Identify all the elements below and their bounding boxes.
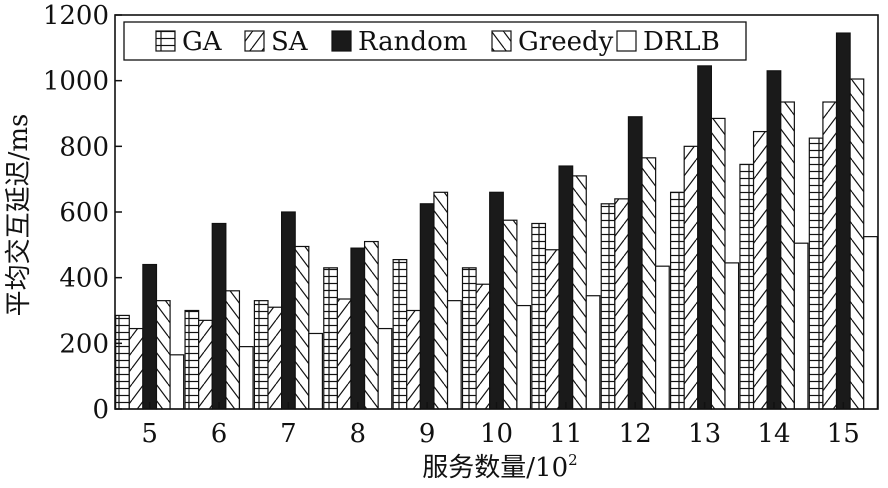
bar-ga-5 — [115, 314, 130, 410]
bar-drlb-6 — [238, 346, 254, 410]
y-axis-label: 平均交互延迟/ms — [4, 114, 34, 317]
x-tick-label-15: 15 — [827, 419, 860, 449]
bar-sa-13 — [683, 145, 699, 410]
bar-ga-10 — [461, 267, 477, 410]
y-tick-label-200: 200 — [59, 329, 109, 359]
bar-sa-10 — [475, 283, 491, 410]
legend-swatch-sa — [244, 30, 265, 52]
bar-greedy-12 — [641, 157, 657, 410]
x-tick-label-5: 5 — [141, 419, 158, 449]
bar-greedy-6 — [225, 290, 241, 410]
bar-ga-11 — [531, 222, 547, 410]
x-tick-label-6: 6 — [211, 419, 228, 449]
bar-drlb-14 — [793, 242, 809, 410]
legend-label-drlb: DRLB — [643, 27, 720, 57]
bar-drlb-5 — [169, 354, 185, 410]
x-tick-label-10: 10 — [480, 419, 513, 449]
bar-sa-9 — [406, 309, 421, 410]
bar-sa-15 — [822, 101, 838, 410]
bar-drlb-8 — [377, 327, 393, 410]
legend-label-sa: SA — [271, 27, 309, 57]
bar-ga-6 — [184, 309, 200, 410]
bar-random-10 — [489, 191, 504, 410]
bar-drlb-12 — [655, 265, 670, 410]
bar-sa-12 — [614, 198, 630, 410]
y-tick-label-1000: 1000 — [43, 67, 109, 97]
x-axis-label-exponent: 2 — [568, 451, 578, 469]
bar-random-8 — [350, 247, 366, 410]
bar-ga-14 — [739, 163, 755, 410]
y-tick-label-800: 800 — [59, 132, 109, 162]
bar-random-13 — [697, 65, 712, 410]
bar-sa-5 — [128, 327, 144, 410]
bar-random-14 — [766, 70, 782, 410]
bar-sa-11 — [544, 249, 560, 410]
bar-greedy-15 — [849, 78, 865, 410]
bar-ga-12 — [600, 203, 616, 410]
legend-label-greedy: Greedy — [518, 27, 614, 57]
bar-ga-15 — [808, 137, 824, 410]
y-tick-label-600: 600 — [59, 198, 109, 228]
bar-greedy-14 — [780, 101, 795, 410]
legend-label-ga: GA — [182, 27, 223, 57]
bar-greedy-5 — [155, 300, 171, 410]
bar-sa-14 — [752, 130, 768, 410]
y-tick-label-400: 400 — [59, 264, 109, 294]
bar-greedy-11 — [572, 175, 587, 410]
x-tick-label-13: 13 — [688, 419, 721, 449]
x-tick-label-9: 9 — [419, 419, 436, 449]
y-tick-label-1200: 1200 — [43, 1, 109, 31]
x-tick-label-7: 7 — [280, 419, 297, 449]
legend-swatch-greedy — [491, 30, 512, 52]
bar-greedy-10 — [502, 219, 518, 410]
x-tick-label-12: 12 — [619, 419, 652, 449]
bar-greedy-8 — [363, 240, 379, 410]
x-axis-label: 服务数量/102 — [422, 451, 577, 483]
bar-ga-7 — [253, 300, 269, 410]
y-tick-label-0: 0 — [92, 395, 109, 425]
bar-greedy-13 — [710, 117, 726, 410]
bar-drlb-13 — [724, 262, 740, 410]
legend-box — [123, 21, 747, 61]
bar-drlb-11 — [585, 295, 601, 410]
legend-swatch-random — [331, 30, 352, 52]
bar-ga-8 — [323, 267, 338, 410]
bar-drlb-9 — [446, 300, 462, 410]
bar-sa-7 — [267, 306, 283, 410]
x-tick-label-8: 8 — [349, 419, 366, 449]
bar-sa-8 — [336, 298, 352, 410]
x-axis-label-text: 服务数量/10 — [422, 453, 568, 483]
legend-swatch-ga — [155, 30, 176, 52]
plot-frame — [114, 14, 879, 410]
bar-sa-6 — [198, 319, 213, 410]
bar-drlb-15 — [863, 236, 878, 410]
bar-drlb-7 — [308, 332, 324, 410]
bar-random-9 — [419, 203, 435, 410]
bar-random-7 — [281, 211, 296, 410]
bar-random-15 — [835, 32, 851, 410]
x-tick-label-14: 14 — [757, 419, 790, 449]
bar-random-6 — [211, 222, 227, 410]
bar-random-5 — [142, 263, 158, 410]
legend-label-random: Random — [358, 27, 467, 57]
bar-drlb-10 — [516, 304, 532, 410]
bar-random-12 — [627, 116, 643, 410]
bar-ga-13 — [669, 191, 685, 410]
bar-greedy-7 — [294, 245, 310, 410]
bar-greedy-9 — [433, 191, 449, 410]
bar-random-11 — [558, 165, 574, 410]
x-tick-label-11: 11 — [549, 419, 582, 449]
bar-ga-9 — [392, 259, 408, 410]
legend-swatch-drlb — [616, 30, 637, 52]
